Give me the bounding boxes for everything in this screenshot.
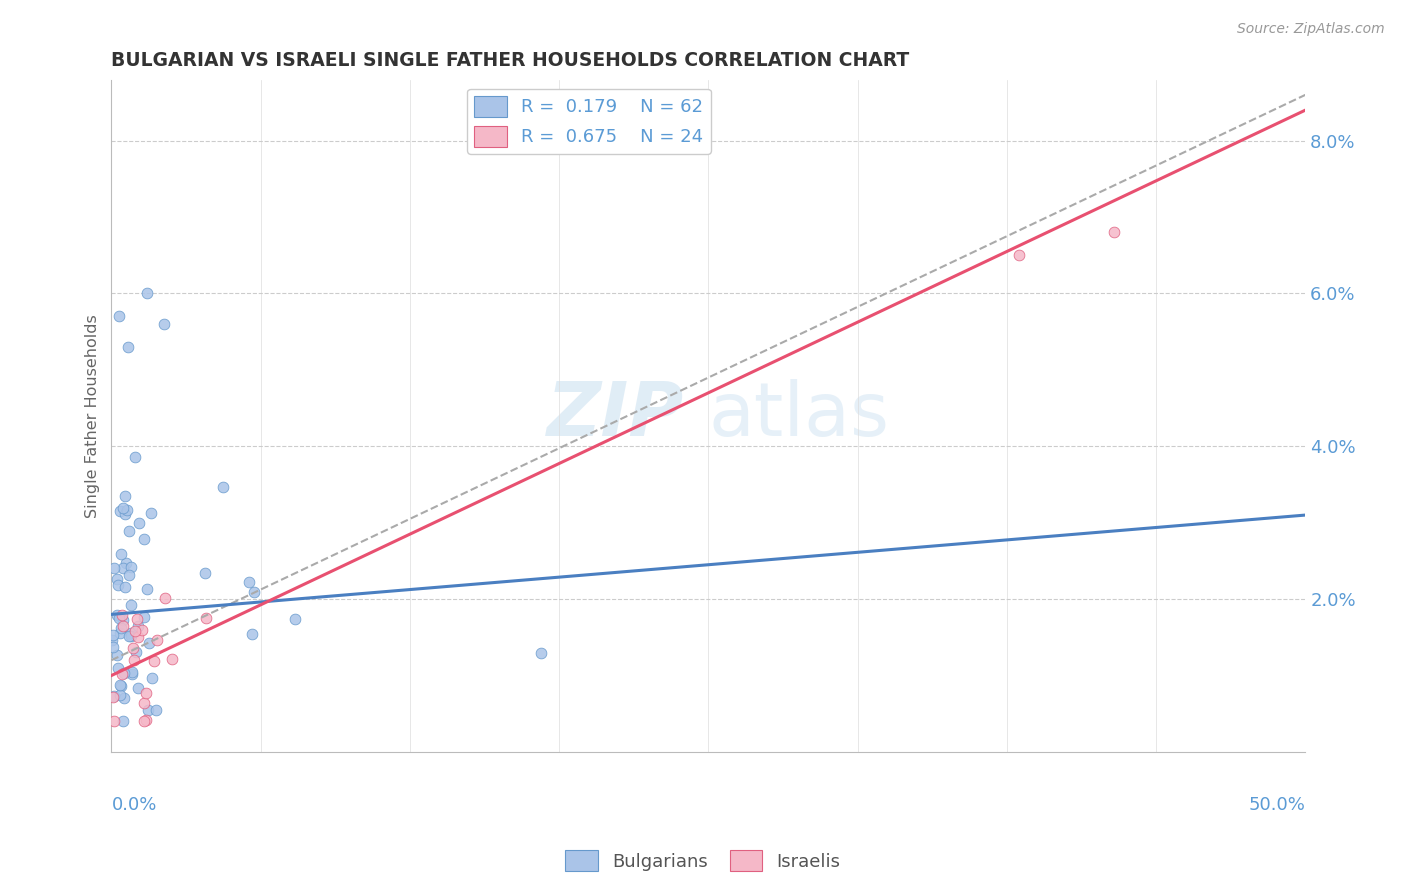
Point (121, 665, 143, 679)
Point (114, 508, 136, 522)
Legend: R =  0.179    N = 62, R =  0.675    N = 24: R = 0.179 N = 62, R = 0.675 N = 24 (467, 88, 711, 153)
Point (107, 578, 129, 592)
Point (153, 317, 176, 331)
Point (139, 506, 162, 520)
Point (117, 502, 139, 516)
Text: 0.0%: 0.0% (111, 796, 157, 814)
Point (120, 599, 142, 613)
Point (124, 450, 146, 464)
Point (107, 661, 129, 675)
Point (111, 561, 134, 575)
Point (110, 626, 132, 640)
Point (238, 575, 260, 590)
Point (1008, 248, 1031, 262)
Text: ZIP: ZIP (547, 379, 685, 452)
Point (112, 665, 135, 680)
Point (127, 681, 149, 696)
Point (134, 610, 156, 624)
Point (118, 568, 141, 582)
Point (114, 556, 136, 570)
Point (108, 504, 131, 518)
Point (105, 648, 128, 662)
Point (112, 690, 135, 705)
Point (112, 714, 135, 729)
Point (243, 584, 266, 599)
Point (194, 566, 217, 581)
Point (114, 490, 136, 504)
Point (124, 624, 146, 638)
Point (124, 644, 146, 658)
Point (105, 607, 128, 622)
Point (101, 640, 124, 654)
Point (110, 678, 132, 692)
Point (131, 624, 153, 638)
Point (135, 686, 157, 700)
Point (103, 714, 125, 729)
Point (212, 480, 235, 494)
Point (128, 516, 150, 530)
Point (121, 666, 143, 681)
Y-axis label: Single Father Households: Single Father Households (86, 314, 100, 517)
Point (103, 560, 125, 574)
Point (120, 626, 142, 640)
Point (118, 629, 141, 643)
Point (136, 582, 159, 596)
Point (145, 703, 167, 717)
Point (136, 286, 159, 301)
Point (160, 651, 183, 665)
Point (127, 630, 149, 644)
Point (118, 524, 141, 538)
Point (101, 628, 124, 642)
Point (530, 646, 553, 660)
Point (103, 690, 125, 704)
Point (122, 652, 145, 666)
Point (135, 713, 157, 727)
Point (284, 612, 307, 626)
Point (141, 671, 163, 685)
Legend: Bulgarians, Israelis: Bulgarians, Israelis (558, 843, 848, 879)
Point (121, 629, 143, 643)
Point (143, 654, 166, 668)
Point (117, 340, 139, 354)
Point (153, 591, 176, 606)
Point (134, 532, 156, 546)
Point (240, 627, 263, 641)
Point (127, 618, 149, 632)
Point (105, 573, 128, 587)
Point (195, 611, 218, 625)
Point (127, 612, 149, 626)
Text: 50.0%: 50.0% (1249, 796, 1305, 814)
Point (112, 613, 135, 627)
Point (111, 607, 134, 622)
Text: Source: ZipAtlas.com: Source: ZipAtlas.com (1237, 22, 1385, 37)
Point (121, 640, 143, 655)
Text: BULGARIAN VS ISRAELI SINGLE FATHER HOUSEHOLDS CORRELATION CHART: BULGARIAN VS ISRAELI SINGLE FATHER HOUSE… (111, 51, 910, 70)
Point (101, 690, 124, 704)
Point (110, 679, 132, 693)
Point (107, 310, 129, 324)
Point (101, 632, 124, 647)
Point (114, 581, 136, 595)
Point (111, 667, 134, 681)
Text: atlas: atlas (709, 379, 890, 452)
Point (110, 547, 132, 561)
Point (134, 714, 156, 729)
Point (112, 501, 135, 516)
Point (138, 636, 160, 650)
Point (132, 696, 155, 710)
Point (136, 703, 159, 717)
Point (120, 559, 142, 574)
Point (108, 688, 131, 702)
Point (112, 619, 135, 633)
Point (1104, 226, 1126, 240)
Point (146, 633, 169, 648)
Point (107, 610, 129, 624)
Point (110, 621, 132, 635)
